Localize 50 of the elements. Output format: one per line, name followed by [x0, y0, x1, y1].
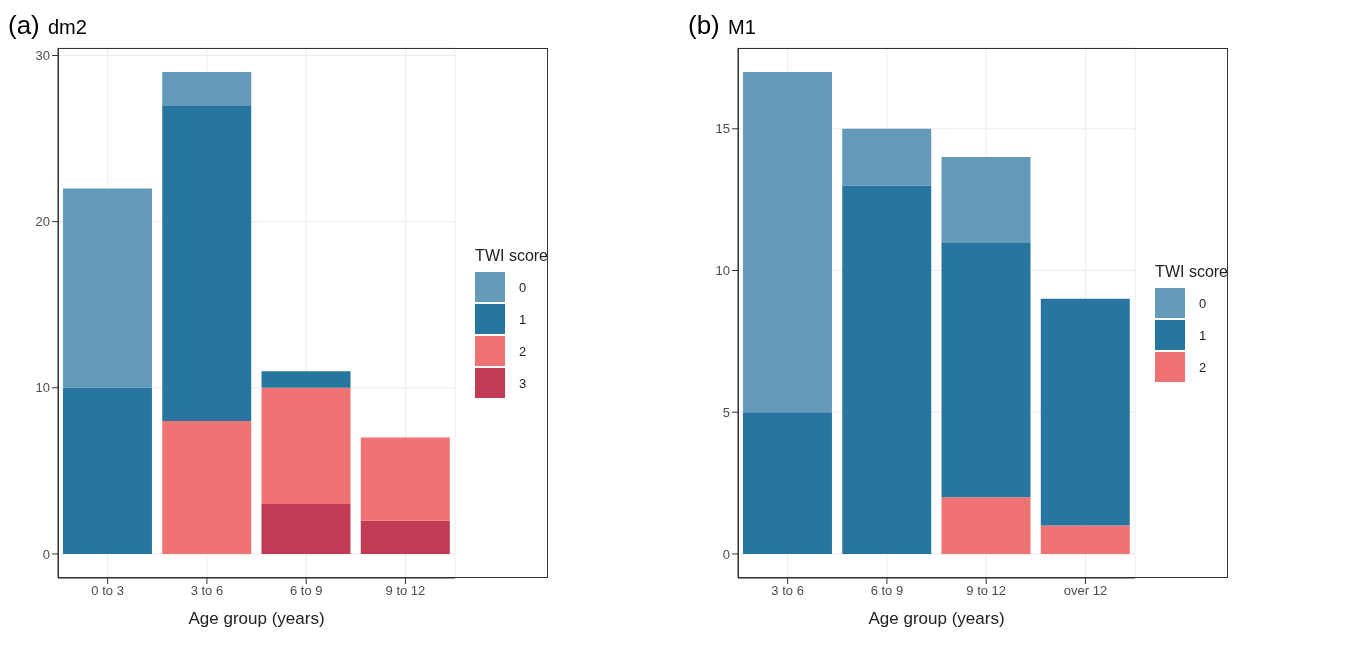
bar — [360, 520, 450, 554]
bar — [941, 157, 1031, 243]
text: (a) — [8, 10, 40, 41]
bar — [162, 105, 252, 421]
x-tick-label: 0 to 3 — [91, 583, 124, 599]
x-axis-title: Age group (years) — [868, 609, 1005, 628]
legend-label: 1 — [1199, 327, 1207, 343]
bar — [360, 437, 450, 521]
bar — [162, 72, 252, 106]
y-tick-label: 0 — [42, 546, 50, 562]
x-tick-label: 6 to 9 — [289, 583, 323, 599]
x-tick-label: over 12 — [1063, 583, 1108, 599]
y-tick-label: 0 — [722, 546, 730, 562]
y-tick-label: 20 — [35, 214, 50, 230]
bar — [742, 412, 832, 554]
y-tick-label: 5 — [722, 404, 730, 420]
legend-label: 0 — [1199, 295, 1207, 311]
bar — [941, 497, 1031, 554]
legend-title: TWI score — [475, 247, 548, 265]
bar — [1040, 525, 1130, 554]
bar — [842, 185, 932, 554]
text: (b) — [688, 10, 720, 41]
legend-label: 0 — [519, 279, 527, 295]
legend-label: 2 — [519, 343, 527, 359]
bar — [842, 128, 932, 186]
x-tick-label: 3 to 6 — [771, 583, 804, 599]
y-tick-label: 10 — [35, 380, 50, 396]
bar — [742, 72, 832, 413]
y-tick-label: 10 — [715, 263, 730, 279]
bar — [62, 387, 152, 554]
x-tick-label: 3 to 6 — [190, 583, 224, 599]
bar — [1040, 298, 1130, 526]
chart-title: M1 — [728, 16, 756, 39]
bar — [261, 387, 351, 505]
legend-label: 3 — [519, 375, 527, 391]
bar — [62, 188, 152, 388]
chart-title: dm2 — [48, 16, 87, 39]
legend-title: TWI score — [1155, 263, 1228, 281]
bar — [941, 242, 1031, 498]
x-tick-label: 9 to 12 — [966, 583, 1007, 599]
y-tick-label: 30 — [35, 48, 50, 64]
legend-label: 2 — [1199, 359, 1207, 375]
bar — [162, 420, 252, 554]
legend-label: 1 — [519, 311, 527, 327]
bar — [261, 371, 351, 388]
bar — [261, 504, 351, 554]
x-axis-title: Age group (years) — [188, 609, 325, 628]
x-tick-label: 9 to 12 — [385, 583, 426, 599]
y-tick-label: 15 — [715, 121, 730, 137]
x-tick-label: 6 to 9 — [870, 583, 904, 599]
